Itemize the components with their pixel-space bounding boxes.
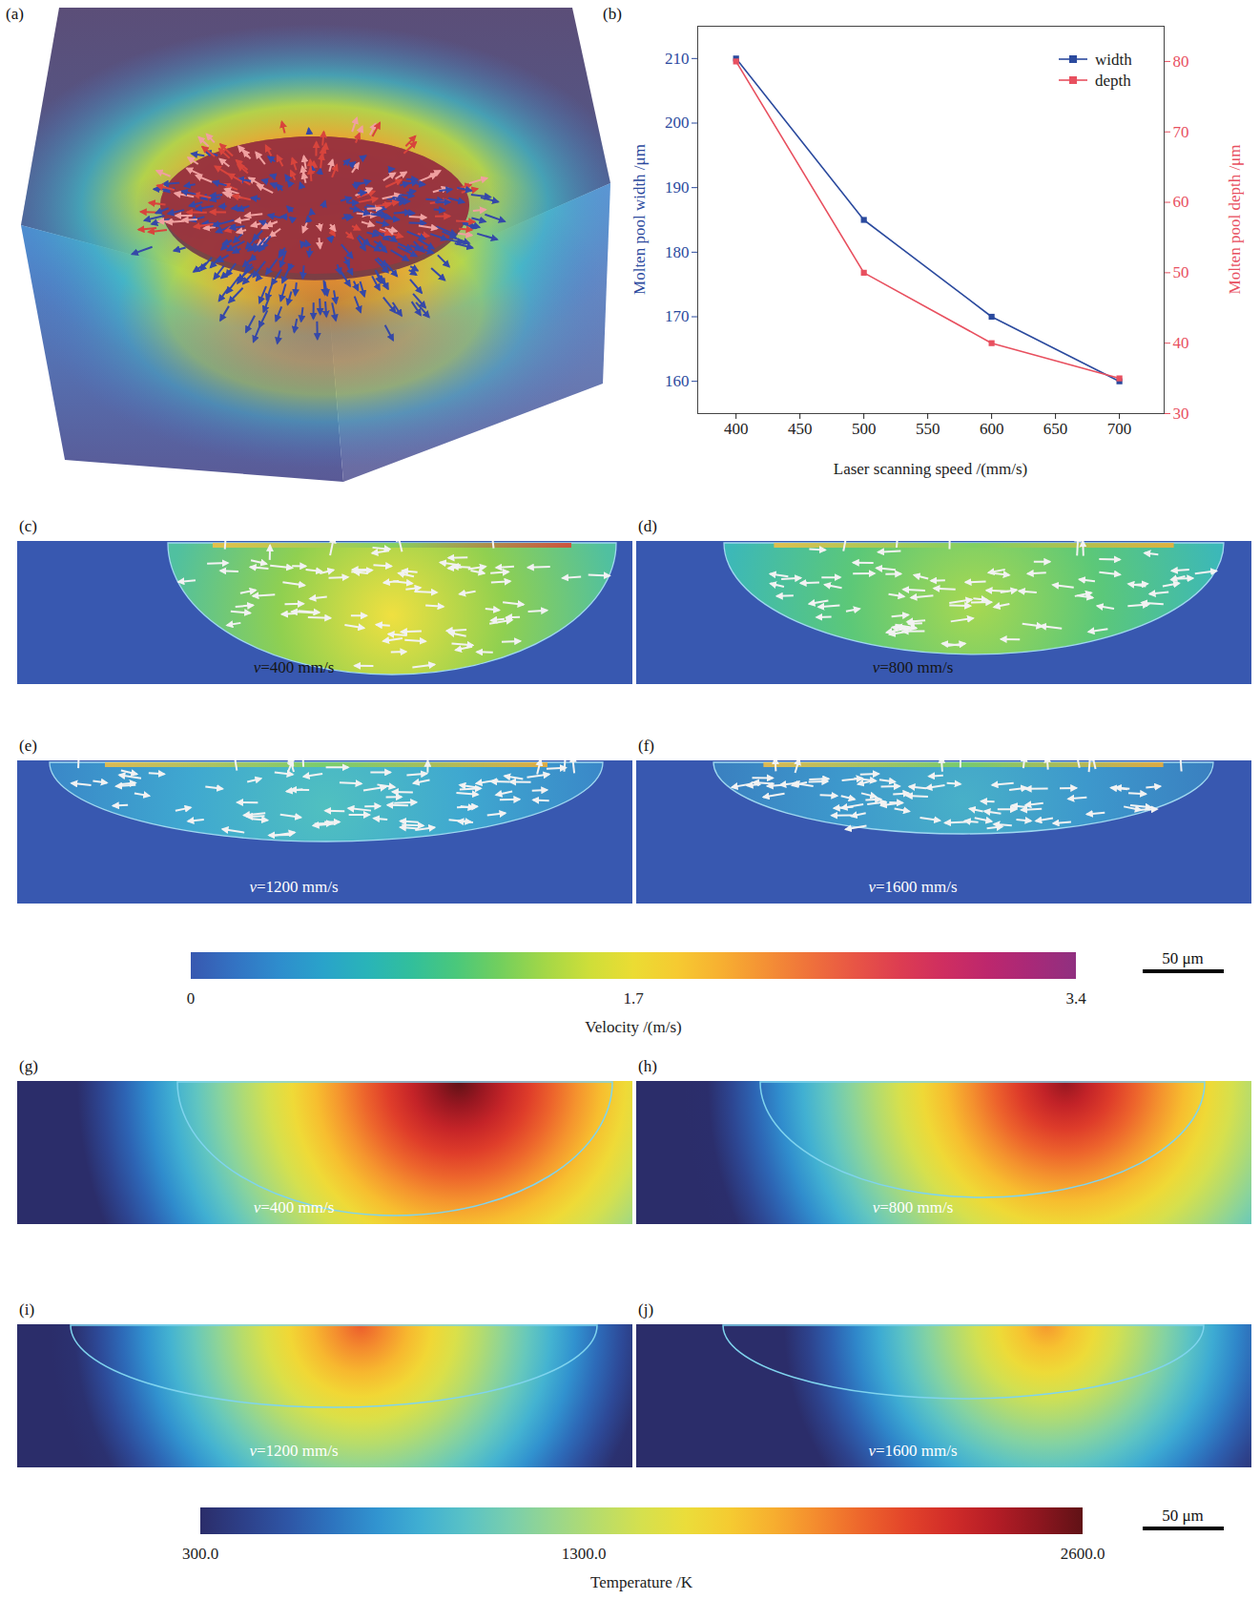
svg-text:Molten pool width /μm: Molten pool width /μm: [630, 144, 649, 295]
svg-text:v=400 mm/s: v=400 mm/s: [253, 658, 335, 677]
svg-text:(a): (a): [5, 4, 24, 23]
svg-text:300.0: 300.0: [182, 1544, 219, 1563]
svg-text:depth: depth: [1094, 71, 1132, 90]
svg-text:180: 180: [664, 243, 690, 262]
svg-text:v=400 mm/s: v=400 mm/s: [253, 1198, 335, 1217]
svg-text:v=1600 mm/s: v=1600 mm/s: [867, 877, 957, 896]
svg-text:1.7: 1.7: [622, 989, 644, 1008]
svg-text:50: 50: [1173, 263, 1190, 282]
svg-text:700: 700: [1107, 419, 1133, 438]
svg-text:400: 400: [723, 419, 749, 438]
svg-text:500: 500: [851, 419, 877, 438]
svg-text:(b): (b): [602, 4, 622, 23]
svg-text:(h): (h): [638, 1056, 658, 1075]
svg-text:Laser scanning speed /(mm/s): Laser scanning speed /(mm/s): [833, 459, 1028, 478]
svg-text:(j): (j): [638, 1300, 654, 1319]
svg-text:70: 70: [1173, 123, 1190, 142]
svg-text:(g): (g): [19, 1056, 39, 1075]
svg-text:600: 600: [979, 419, 1005, 438]
svg-text:200: 200: [664, 113, 690, 132]
svg-text:40: 40: [1173, 333, 1190, 352]
svg-text:0: 0: [186, 989, 196, 1008]
svg-text:50 μm: 50 μm: [1161, 949, 1204, 968]
svg-text:v=1600 mm/s: v=1600 mm/s: [867, 1441, 957, 1460]
svg-text:(c): (c): [19, 516, 38, 536]
svg-text:v=800 mm/s: v=800 mm/s: [872, 1198, 954, 1217]
svg-text:v=800 mm/s: v=800 mm/s: [872, 658, 954, 677]
svg-text:(i): (i): [19, 1300, 35, 1319]
svg-text:v=1200 mm/s: v=1200 mm/s: [248, 877, 338, 896]
svg-text:160: 160: [664, 371, 690, 391]
svg-text:width: width: [1094, 50, 1133, 69]
svg-text:(f): (f): [638, 736, 655, 755]
svg-text:650: 650: [1043, 419, 1069, 438]
svg-text:Molten pool depth /μm: Molten pool depth /μm: [1225, 144, 1244, 295]
svg-text:1300.0: 1300.0: [561, 1544, 607, 1563]
svg-text:(d): (d): [638, 516, 658, 536]
svg-text:50 μm: 50 μm: [1161, 1506, 1204, 1525]
svg-text:Temperature /K: Temperature /K: [590, 1572, 694, 1591]
svg-text:190: 190: [664, 178, 690, 197]
svg-text:450: 450: [787, 419, 813, 438]
svg-text:30: 30: [1173, 404, 1190, 423]
svg-text:550: 550: [915, 419, 941, 438]
svg-text:(e): (e): [19, 736, 38, 755]
svg-text:2600.0: 2600.0: [1060, 1544, 1106, 1563]
svg-text:210: 210: [664, 49, 690, 68]
svg-text:80: 80: [1173, 52, 1190, 71]
svg-text:170: 170: [664, 307, 690, 326]
svg-text:v=1200 mm/s: v=1200 mm/s: [248, 1441, 338, 1460]
svg-text:Velocity /(m/s): Velocity /(m/s): [584, 1017, 682, 1036]
svg-text:60: 60: [1173, 192, 1190, 211]
svg-text:3.4: 3.4: [1065, 989, 1087, 1008]
